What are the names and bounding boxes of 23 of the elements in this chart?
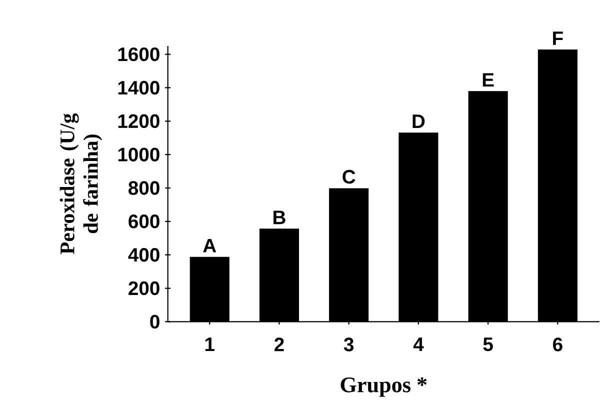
- annotation: E: [482, 73, 494, 87]
- y-tick-label: 1000: [118, 148, 160, 162]
- x-tick-label: 4: [413, 338, 424, 352]
- y-tick-label: 800: [128, 181, 160, 196]
- y-tick-label: 0: [150, 315, 160, 329]
- x-tick-label: 2: [274, 338, 284, 352]
- x-tick-label: 5: [483, 338, 493, 352]
- x-axis-title: Grupos *: [340, 378, 427, 397]
- y-axis-title: Peroxidase (U/g de farinha): [60, 114, 102, 254]
- y-tick-label: 1400: [118, 81, 160, 95]
- y-tick-label: 1200: [118, 114, 160, 128]
- y-tick-label: 600: [128, 214, 160, 228]
- x-tick-label: 1: [205, 338, 214, 352]
- annotation: C: [342, 170, 356, 184]
- annotation: A: [203, 239, 216, 252]
- annotation: D: [412, 114, 425, 128]
- y-tick-label: 400: [128, 248, 160, 262]
- y-tick-label: 1600: [118, 48, 160, 62]
- annotation: F: [553, 32, 563, 46]
- x-tick-label: 3: [344, 338, 354, 352]
- y-tick-label: 200: [128, 282, 160, 296]
- annotation: B: [274, 210, 286, 224]
- x-tick-label: 6: [553, 338, 562, 352]
